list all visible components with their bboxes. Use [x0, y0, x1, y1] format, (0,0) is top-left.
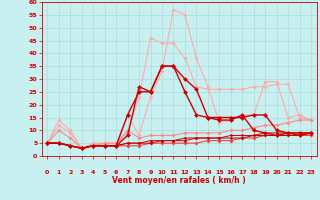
X-axis label: Vent moyen/en rafales ( km/h ): Vent moyen/en rafales ( km/h )	[112, 176, 246, 185]
